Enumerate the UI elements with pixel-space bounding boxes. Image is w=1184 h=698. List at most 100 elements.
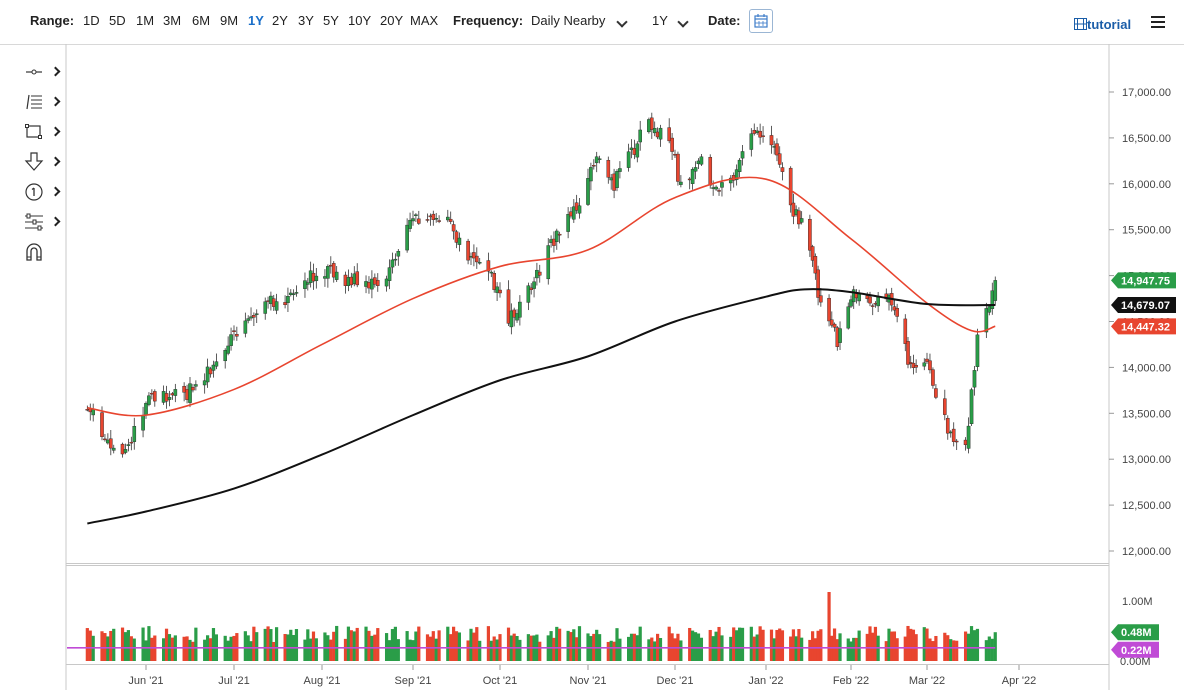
- crosshair-tool[interactable]: [22, 60, 62, 84]
- volume-bar: [434, 638, 438, 661]
- arrow-tool[interactable]: [22, 150, 62, 174]
- volume-bar: [975, 628, 980, 661]
- volume-bar: [906, 625, 910, 661]
- candle-body: [572, 206, 576, 220]
- candle-body: [498, 289, 502, 294]
- number-marker-tool[interactable]: [22, 180, 62, 204]
- volume-bar: [667, 626, 671, 661]
- volume-bar: [306, 629, 310, 661]
- volume-bar: [469, 628, 473, 661]
- candle-body: [780, 167, 785, 172]
- volume-bar: [609, 640, 613, 661]
- candle-body: [387, 267, 392, 281]
- volume-bar: [638, 626, 642, 661]
- candlestick-series: [85, 112, 998, 458]
- range-1d-button[interactable]: 1D: [83, 13, 100, 28]
- volume-bar: [387, 640, 392, 661]
- volume-bar: [549, 631, 553, 661]
- volume-tag: [1111, 624, 1159, 641]
- candle-body: [91, 409, 95, 416]
- candle-body: [925, 358, 929, 362]
- volume-bar: [552, 637, 556, 661]
- range-10y-button[interactable]: 10Y: [348, 13, 372, 28]
- volume-tick-label: 1.00M: [1122, 596, 1153, 608]
- candle-body: [589, 167, 593, 182]
- volume-bar: [518, 639, 522, 661]
- range-3m-button[interactable]: 3M: [163, 13, 182, 28]
- candle-body: [495, 286, 499, 293]
- candle-body: [963, 439, 968, 446]
- period-select[interactable]: 1Y: [652, 13, 668, 28]
- frequency-select[interactable]: Daily Nearby: [531, 13, 606, 28]
- volume-bar: [289, 629, 293, 661]
- fibonacci-tool[interactable]: [22, 210, 62, 234]
- y-tick-label: 13,500.00: [1122, 408, 1171, 420]
- volume-bar: [811, 631, 815, 661]
- volume-bar: [729, 636, 733, 661]
- calendar-icon[interactable]: [749, 9, 773, 33]
- volume-bar: [303, 639, 307, 661]
- x-tick-label: Jul '21: [218, 675, 249, 687]
- candle-body: [274, 301, 279, 311]
- range-5d-button[interactable]: 5D: [109, 13, 126, 28]
- volume-bar: [182, 636, 186, 661]
- volume-bar: [446, 626, 450, 661]
- volume-bar: [123, 632, 128, 661]
- range-max-button[interactable]: MAX: [410, 13, 439, 28]
- x-tick-label: Dec '21: [657, 675, 694, 687]
- volume-bar: [955, 640, 959, 661]
- volume-bar: [890, 631, 894, 661]
- range-1m-button[interactable]: 1M: [136, 13, 155, 28]
- volume-bar: [650, 637, 654, 661]
- arrow-down-icon: [24, 152, 44, 171]
- range-6m-button[interactable]: 6M: [192, 13, 211, 28]
- candle-body: [448, 218, 453, 222]
- candle-body: [951, 428, 956, 442]
- range-20y-button[interactable]: 20Y: [380, 13, 404, 28]
- film-icon: [1074, 18, 1087, 30]
- volume-bar: [647, 639, 651, 661]
- range-9m-button[interactable]: 9M: [220, 13, 239, 28]
- candle-body: [606, 160, 611, 178]
- volume-bar: [558, 628, 562, 661]
- candle-body: [243, 320, 248, 334]
- y-tick-label: 17,000.00: [1122, 87, 1171, 99]
- range-1y-button[interactable]: 1Y: [248, 13, 264, 28]
- candle-body: [334, 271, 339, 280]
- volume-bar: [769, 629, 774, 661]
- volume-bar: [269, 629, 273, 661]
- candle-body: [838, 328, 842, 343]
- volume-bar: [714, 631, 718, 661]
- volume-bar: [673, 638, 677, 661]
- volume-bar: [969, 626, 974, 661]
- candle-body: [714, 186, 718, 190]
- candle-body: [506, 289, 511, 324]
- rectangle-tool[interactable]: [22, 120, 62, 144]
- candle-body: [615, 171, 619, 188]
- volume-bar: [852, 637, 856, 661]
- candle-body: [592, 164, 596, 167]
- range-5y-button[interactable]: 5Y: [323, 13, 339, 28]
- volume-bar: [489, 640, 493, 661]
- volume-bar: [963, 631, 968, 661]
- range-2y-button[interactable]: 2Y: [272, 13, 288, 28]
- candle-body: [972, 370, 977, 388]
- candle-body: [129, 441, 134, 444]
- candle-body: [390, 259, 395, 268]
- candle-body: [720, 182, 724, 188]
- volume-bar: [984, 640, 988, 661]
- volume-bar: [109, 630, 113, 661]
- volume-bar: [887, 628, 891, 661]
- trendline-tool[interactable]: [22, 90, 62, 114]
- volume-bar: [147, 626, 151, 661]
- volume-bar: [332, 631, 336, 661]
- x-tick-label: Nov '21: [570, 675, 607, 687]
- tutorial-link[interactable]: tutorial: [1074, 17, 1131, 32]
- range-3y-button[interactable]: 3Y: [298, 13, 314, 28]
- x-tick-label: Sep '21: [395, 675, 432, 687]
- hamburger-menu-icon[interactable]: [1151, 16, 1165, 28]
- magnet-tool[interactable]: [22, 240, 62, 264]
- candle-body: [85, 409, 90, 411]
- candle-body: [161, 391, 166, 403]
